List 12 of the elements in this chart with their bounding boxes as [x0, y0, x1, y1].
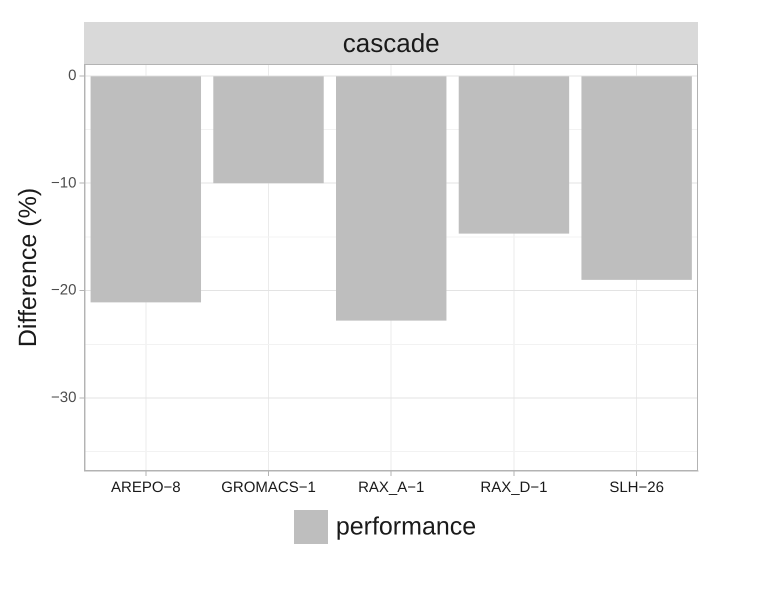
- x-tick-label: SLH−26: [609, 479, 664, 496]
- x-tick-label: AREPO−8: [110, 479, 181, 496]
- y-tick-label: −30: [50, 389, 76, 406]
- y-tick-label: −10: [50, 174, 76, 192]
- legend-label: performance: [336, 512, 476, 540]
- x-tick-label: RAX_A−1: [358, 479, 424, 496]
- x-tick-label: GROMACS−1: [221, 479, 316, 496]
- x-tick-label: RAX_D−1: [480, 479, 548, 496]
- y-axis-title: Difference (%): [14, 188, 42, 348]
- chart-title: cascade: [84, 22, 698, 64]
- y-tick-label: −20: [50, 282, 76, 299]
- y-tick-label: 0: [68, 66, 76, 84]
